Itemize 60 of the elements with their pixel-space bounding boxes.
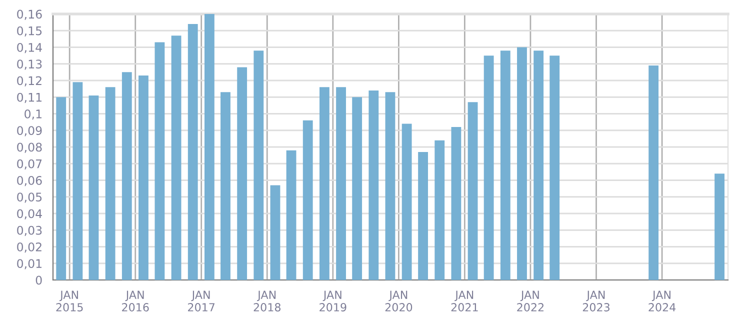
x-tick-label: JAN 2016 [122,290,149,312]
bar [468,102,478,280]
y-tick-label: 0,09 [17,126,42,136]
y-tick-label: 0,03 [17,226,42,236]
x-tick-label: JAN 2019 [320,290,346,312]
y-tick-label: 0,1 [24,109,42,120]
bar [451,127,462,280]
bar [138,76,148,280]
bar [204,14,214,280]
y-tick-label: 0,05 [17,192,42,203]
y-tick-label: 0,11 [17,92,42,103]
bar [368,90,379,280]
x-tick-label: JAN 2020 [385,290,412,312]
x-tick-label: JAN 2017 [188,290,215,312]
bar [105,87,116,280]
x-tick-label: JAN 2021 [451,290,478,312]
x-tick-label: JAN 2015 [56,290,83,312]
x-tick-label: JAN 2024 [648,290,676,312]
y-tick-label: 0,06 [17,176,42,186]
y-tick-label: 0,07 [17,159,42,170]
bar [319,87,330,280]
bar [122,72,132,280]
x-tick-label: JAN 2022 [517,290,544,312]
bar [286,150,296,280]
y-tick-label: 0,04 [17,209,42,220]
bar [484,56,494,280]
bar [352,97,362,280]
y-tick-label: 0,12 [17,76,42,86]
bar [534,50,544,280]
bar [517,47,527,280]
bar [550,56,560,280]
y-tick-label: 0,08 [17,142,42,153]
bar [56,97,66,280]
x-tick-label: JAN 2023 [582,290,610,312]
bar [237,67,248,280]
bar [270,185,280,280]
y-tick-label: 0,01 [17,259,42,270]
bar [302,120,313,280]
x-tick-label: JAN 2018 [254,290,281,312]
bar [385,92,396,280]
bar [434,140,445,280]
bar [336,87,346,280]
y-tick-label: 0 [36,276,42,285]
bar [220,92,230,280]
bar [714,174,724,280]
bar [88,95,99,280]
bar [72,82,83,280]
y-tick-label: 0,14 [17,42,42,54]
bar [500,50,510,280]
y-tick-label: 0,13 [17,60,42,70]
bar [171,36,182,280]
y-tick-label: 0,02 [17,242,42,253]
bar [254,50,264,280]
bar [154,42,165,280]
bar [648,66,659,280]
bar [418,152,428,280]
y-tick-label: 0,16 [17,10,42,20]
y-tick-label: 0,15 [17,26,42,36]
bar [188,24,198,280]
bar [402,124,412,280]
